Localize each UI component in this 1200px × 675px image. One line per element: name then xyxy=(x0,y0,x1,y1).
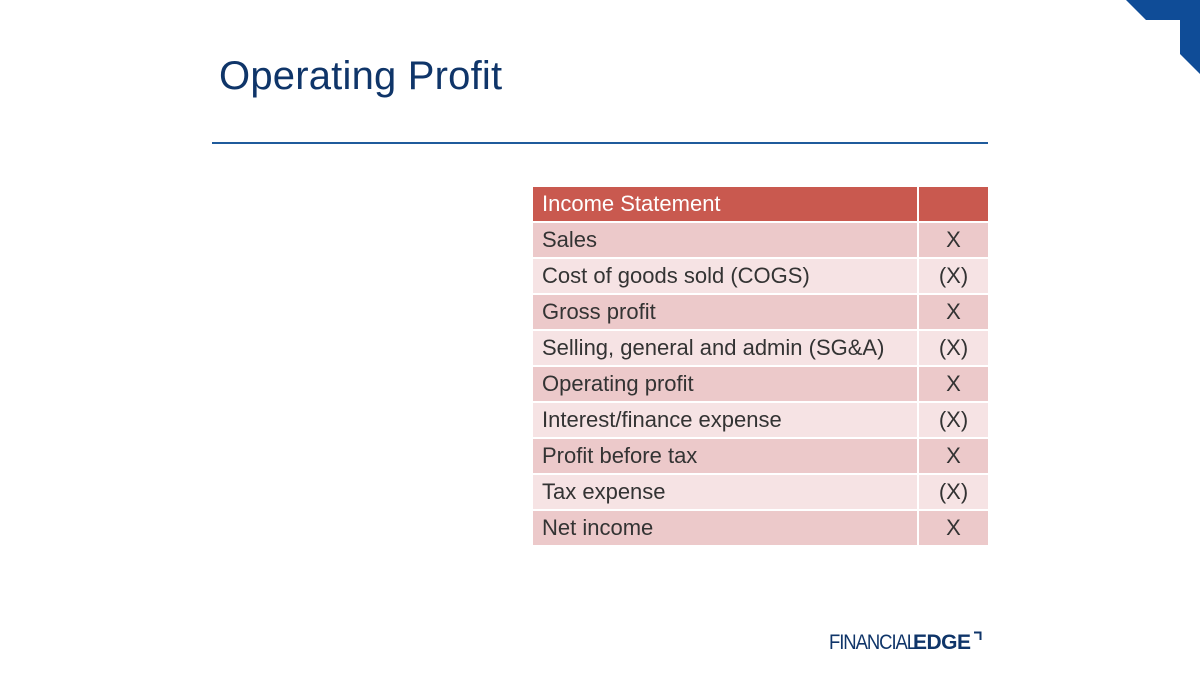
row-value: X xyxy=(917,367,988,403)
row-value: X xyxy=(917,511,988,547)
row-value: X xyxy=(917,439,988,475)
table-row: Net income X xyxy=(533,511,988,547)
row-label: Interest/finance expense xyxy=(533,403,917,439)
financial-edge-logo: FINANCIAL EDGE xyxy=(829,630,982,658)
row-label: Net income xyxy=(533,511,917,547)
row-label: Sales xyxy=(533,223,917,259)
title-divider xyxy=(212,142,988,144)
row-label: Gross profit xyxy=(533,295,917,331)
row-value: (X) xyxy=(917,331,988,367)
row-label: Profit before tax xyxy=(533,439,917,475)
table-header-row: Income Statement xyxy=(533,187,988,223)
table-row: Profit before tax X xyxy=(533,439,988,475)
row-label: Cost of goods sold (COGS) xyxy=(533,259,917,295)
table-row: Selling, general and admin (SG&A) (X) xyxy=(533,331,988,367)
table-header-label: Income Statement xyxy=(533,187,917,223)
table-row: Gross profit X xyxy=(533,295,988,331)
logo-word-financial: FINANCIAL xyxy=(829,631,917,654)
row-value: (X) xyxy=(917,475,988,511)
corner-accent-icon xyxy=(1126,0,1200,74)
table-row: Sales X xyxy=(533,223,988,259)
row-label: Tax expense xyxy=(533,475,917,511)
table-row: Cost of goods sold (COGS) (X) xyxy=(533,259,988,295)
row-label: Operating profit xyxy=(533,367,917,403)
logo-word-edge: EDGE xyxy=(913,631,971,654)
income-statement-table: Income Statement Sales X Cost of goods s… xyxy=(533,187,988,547)
row-value: X xyxy=(917,223,988,259)
row-label: Selling, general and admin (SG&A) xyxy=(533,331,917,367)
table-header-value xyxy=(917,187,988,223)
row-value: (X) xyxy=(917,259,988,295)
slide-title: Operating Profit xyxy=(219,54,503,98)
row-value: (X) xyxy=(917,403,988,439)
table-row: Tax expense (X) xyxy=(533,475,988,511)
corner-bracket-icon xyxy=(973,631,982,640)
table-row: Operating profit X xyxy=(533,367,988,403)
row-value: X xyxy=(917,295,988,331)
table-row: Interest/finance expense (X) xyxy=(533,403,988,439)
